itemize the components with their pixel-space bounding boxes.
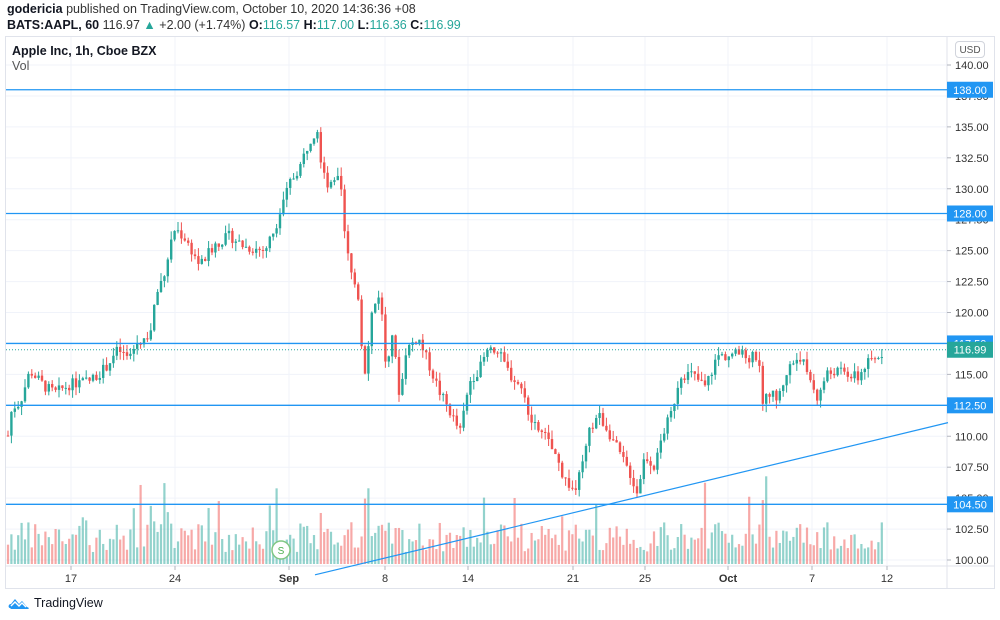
x-tick-label: 24 [169, 573, 181, 585]
level-price-label [947, 496, 993, 513]
volume-indicator-label[interactable]: Vol [12, 59, 30, 73]
brand-name: TradingView [34, 596, 103, 610]
y-tick-label: 120.00 [955, 308, 989, 320]
y-tick-label: 110.00 [955, 431, 988, 443]
y-tick-label: 122.50 [955, 277, 989, 289]
svg-text:112.50: 112.50 [954, 400, 987, 412]
x-tick-label: 8 [382, 573, 388, 585]
svg-text:116.99: 116.99 [954, 345, 987, 357]
chart-legend: Apple Inc, 1h, Cboe BZX Vol [12, 44, 156, 74]
y-tick-label: 102.50 [955, 524, 989, 536]
y-tick-label: 100.00 [955, 555, 989, 567]
price-change: +2.00 (+1.74%) [159, 18, 246, 32]
high-label: H: [303, 18, 317, 32]
close-label: C: [410, 18, 424, 32]
x-tick-label: 21 [567, 573, 579, 585]
author-name[interactable]: godericia [7, 2, 63, 16]
high-value: 117.00 [316, 18, 355, 32]
svg-text:S: S [278, 546, 285, 557]
low-label: L: [357, 18, 370, 32]
open-label: O: [248, 18, 263, 32]
volume-bars [6, 476, 883, 564]
x-tick-label: 25 [639, 573, 651, 585]
y-tick-label: 125.00 [955, 246, 989, 258]
publish-info: godericia published on TradingView.com, … [7, 2, 416, 16]
low-value: 116.36 [369, 18, 407, 32]
published-text: published on TradingView.com, October 10… [66, 2, 416, 16]
x-tick-label: Sep [279, 573, 299, 585]
up-arrow-icon: ▲ [143, 18, 156, 32]
x-tick-label: Oct [719, 573, 738, 585]
ohlc-bar: BATS:AAPL, 60 116.97 ▲ +2.00 (+1.74%) O:… [7, 18, 461, 32]
x-tick-label: 17 [65, 573, 77, 585]
y-tick-label: 132.50 [955, 153, 989, 165]
svg-text:104.50: 104.50 [953, 499, 987, 511]
trendline[interactable] [314, 422, 949, 576]
close-value: 116.99 [423, 18, 461, 32]
x-tick-label: 7 [809, 573, 815, 585]
x-tick-label: 12 [881, 573, 893, 585]
level-price-label [947, 81, 993, 98]
y-tick-label: 130.00 [955, 184, 989, 196]
chart-frame [5, 36, 995, 589]
svg-text:128.00: 128.00 [953, 209, 987, 221]
last-price: 116.97 [102, 18, 140, 32]
tradingview-cloud-icon [8, 599, 29, 609]
open-value: 116.57 [262, 18, 301, 32]
y-tick-label: 107.50 [955, 462, 989, 474]
y-tick-label: 140.00 [955, 60, 989, 72]
last-price-label [947, 341, 993, 358]
x-tick-label: 14 [462, 573, 474, 585]
y-tick-label: 115.00 [955, 369, 988, 381]
level-price-label [947, 397, 993, 414]
currency-button[interactable]: USD [955, 41, 985, 58]
tradingview-logo[interactable]: TradingView [8, 596, 103, 610]
svg-text:138.00: 138.00 [953, 85, 987, 97]
level-price-label [947, 205, 993, 222]
y-tick-label: 135.00 [955, 122, 989, 134]
split-marker-icon[interactable] [271, 540, 291, 560]
series-title[interactable]: Apple Inc, 1h, Cboe BZX [12, 44, 157, 58]
symbol-label: BATS:AAPL, 60 [7, 18, 100, 32]
